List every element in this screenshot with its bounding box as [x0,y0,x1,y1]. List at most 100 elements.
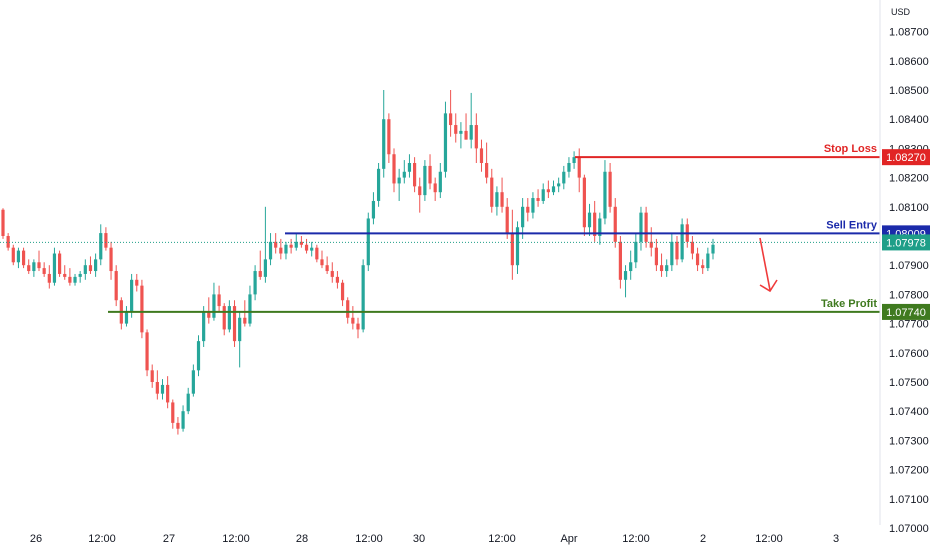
candle-body [654,247,659,266]
candle-body [274,241,278,248]
candle-body [551,186,556,193]
candle-body [114,271,118,301]
candle-body [346,300,350,318]
candle-body [243,317,247,324]
y-tick-label: 1.07900 [889,260,929,272]
candle [454,113,458,143]
candle [42,262,46,277]
candle-body [335,276,340,283]
candle-body [423,165,427,196]
candle-body [562,171,566,184]
candle [629,250,633,280]
x-tick-label: 28 [296,533,308,545]
candle-body [371,200,376,219]
candle [315,244,319,263]
candle-body [202,311,206,342]
candle [438,163,442,199]
candle-body [634,241,638,263]
y-tick-label: 1.07700 [889,319,929,331]
candle [613,198,617,248]
candle [443,101,448,178]
candle-body [88,265,93,272]
current-price-tag [882,234,930,251]
sell-entry-label: Sell Entry [826,219,878,231]
candle-body [582,177,586,228]
candle-body [649,241,653,248]
candle-body [659,265,664,272]
candle [63,265,67,280]
candle [68,268,72,286]
candle [551,180,556,196]
candle [366,212,370,272]
candle [294,233,298,251]
x-tick-label: 26 [30,533,42,545]
y-tick-label: 1.07100 [889,494,929,506]
stop-loss-label: Stop Loss [824,143,877,155]
candle [706,247,710,272]
y-tick-label: 1.07200 [889,465,929,477]
candle-body [459,130,463,134]
candle [176,417,180,435]
candle-body [515,227,520,266]
x-tick-label: 12:00 [755,533,783,545]
candle-body [613,206,617,242]
candle-body [258,271,262,277]
candle-body [124,311,129,324]
candle [634,233,638,269]
candle [52,247,57,286]
candle [171,399,175,429]
candle [603,160,607,225]
candle-body [109,247,113,272]
price-axis[interactable]: USD 1.07000 1.07100 1.07200 1.07300 1.07400 1… [889,7,929,535]
candle-body [474,125,478,149]
candle-body [294,241,298,248]
candle-body [387,119,391,155]
candle-body [454,125,458,134]
candle-body [1,209,5,236]
take-profit-price-text: 1.07740 [886,307,926,319]
x-tick-label: 12:00 [355,533,383,545]
candle-body [428,165,432,184]
candle [557,177,561,193]
candle [284,241,288,260]
candle [536,189,540,207]
candle [114,265,118,307]
candle-body [171,402,175,423]
candle-body [623,271,628,280]
candle [407,154,412,178]
candle-body [47,273,51,283]
candle-body [27,265,31,272]
candle [412,157,417,193]
candle [83,259,87,280]
take-profit-label: Take Profit [821,298,877,310]
candle-body [392,154,396,184]
candle [515,221,520,274]
candle [191,364,195,397]
candle-body [42,268,46,274]
candle-body [665,265,669,272]
candle-body [701,265,705,269]
take-profit-price-tag [882,303,930,320]
time-axis[interactable]: 26 12:00 27 12:00 28 12:00 30 12:00 Apr 12:00 2 12:… [30,533,839,545]
candle-body [546,189,550,193]
candle [567,157,571,178]
candle [670,233,674,272]
candle [695,247,700,272]
candle [505,198,509,239]
candle [346,297,350,324]
candle [32,259,36,277]
x-tick-label: 27 [163,533,175,545]
candle [253,265,257,301]
candle-body [567,163,571,172]
candle [546,180,550,199]
candle-body [248,294,252,324]
x-tick-label: 12:00 [222,533,250,545]
candle [526,198,530,222]
candle [371,192,376,225]
candle-body [557,183,561,187]
current-price-text: 1.07978 [886,237,926,249]
candle-body [382,119,386,169]
